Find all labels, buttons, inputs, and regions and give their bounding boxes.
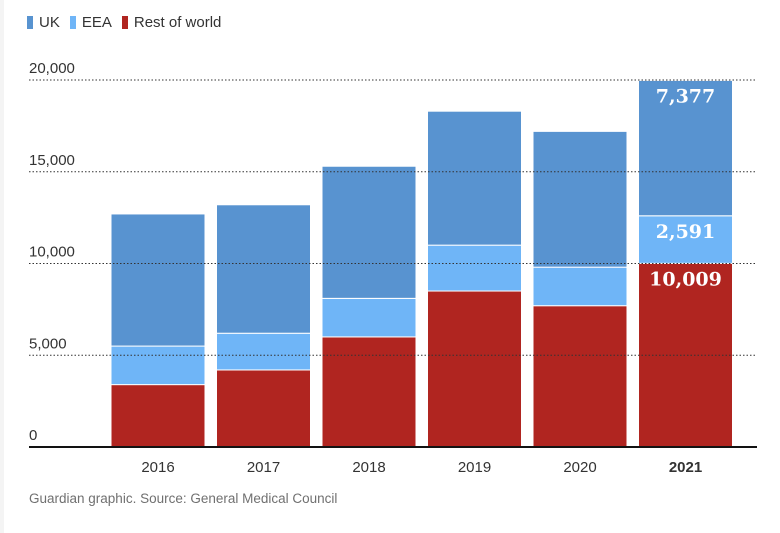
bar-2021-uk xyxy=(638,79,733,217)
y-tick-label-5000: 5,000 xyxy=(29,335,67,352)
y-tick-label-0: 0 xyxy=(29,427,37,444)
data-label-2021-rest-of-world: 10,009 xyxy=(649,268,722,290)
bar-2019-uk xyxy=(427,110,522,246)
legend-label-uk: UK xyxy=(39,14,60,31)
bar-2018-eea xyxy=(321,297,417,338)
bar-2020-rest-of-world xyxy=(532,305,628,448)
x-tick-label-2017: 2017 xyxy=(247,459,280,476)
x-tick-label-2018: 2018 xyxy=(352,459,385,476)
legend-label-rest-of-world: Rest of world xyxy=(133,14,222,31)
legend-swatch-rest-of-world xyxy=(121,16,128,29)
bar-2017-uk xyxy=(216,204,311,334)
x-tick-label-2019: 2019 xyxy=(458,459,491,476)
x-tick-label-2020: 2020 xyxy=(563,459,596,476)
bar-2019-eea xyxy=(427,244,522,292)
left-edge-strip xyxy=(0,0,4,533)
bar-2016-rest-of-world xyxy=(110,384,206,448)
data-label-2021-uk: 7,377 xyxy=(656,85,716,107)
x-tick-label-2016: 2016 xyxy=(141,459,174,476)
bar-2016-eea xyxy=(110,345,206,386)
legend-swatch-uk xyxy=(27,16,33,29)
bar-2017-rest-of-world xyxy=(216,369,311,448)
bar-2020-eea xyxy=(532,266,628,307)
y-tick-label-20000: 20,000 xyxy=(29,60,75,77)
y-tick-label-15000: 15,000 xyxy=(29,152,75,169)
bar-2018-uk xyxy=(321,165,417,299)
legend: UK EEA Rest of world xyxy=(27,14,231,31)
legend-item-eea: EEA xyxy=(69,14,112,31)
bar-2019-rest-of-world xyxy=(427,290,522,448)
data-label-2021-eea: 2,591 xyxy=(656,221,716,243)
source-caption: Guardian graphic. Source: General Medica… xyxy=(29,491,338,506)
bar-2018-rest-of-world xyxy=(321,336,417,448)
legend-label-eea: EEA xyxy=(81,14,112,31)
legend-swatch-eea xyxy=(69,16,76,29)
legend-item-rest-of-world: Rest of world xyxy=(121,14,222,31)
x-tick-label-2021: 2021 xyxy=(669,459,702,476)
y-tick-label-10000: 10,000 xyxy=(29,244,75,261)
legend-item-uk: UK xyxy=(27,14,60,31)
bar-2021-eea xyxy=(638,215,733,264)
bar-2017-eea xyxy=(216,332,311,371)
bar-2020-uk xyxy=(532,130,628,268)
bar-2016-uk xyxy=(110,213,206,347)
